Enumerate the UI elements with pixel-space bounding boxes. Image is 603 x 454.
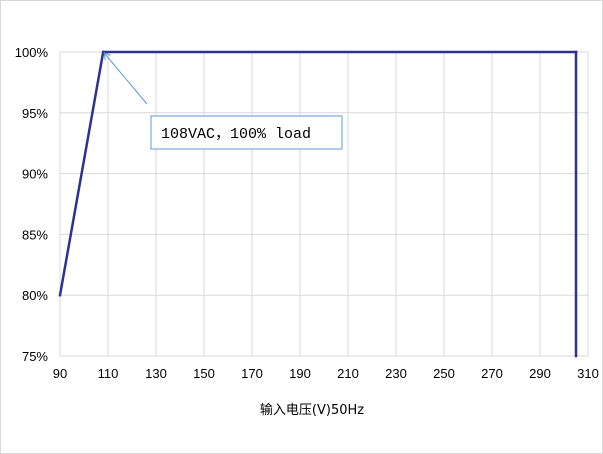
callout-text: 108VAC，100% load bbox=[161, 126, 311, 143]
x-tick-label-150: 150 bbox=[193, 366, 215, 381]
y-tick-label-75: 75% bbox=[22, 349, 48, 364]
x-tick-label-110: 110 bbox=[98, 366, 119, 381]
x-tick-label-170: 170 bbox=[241, 366, 263, 381]
y-tick-label-95: 95% bbox=[22, 106, 48, 121]
callout-arrowhead bbox=[103, 52, 111, 60]
y-tick-label-85: 85% bbox=[22, 227, 48, 242]
series-group bbox=[58, 50, 578, 358]
grid-lines bbox=[59, 51, 589, 357]
x-tick-label-130: 130 bbox=[145, 366, 167, 381]
annotation-group: 108VAC，100% load bbox=[103, 52, 343, 150]
x-tick-label-310: 310 bbox=[577, 366, 599, 381]
callout-box bbox=[150, 115, 343, 150]
x-axis-title: 输入电压(V)50Hz bbox=[260, 402, 364, 418]
x-tick-label-230: 230 bbox=[385, 366, 407, 381]
x-tick-label-90: 90 bbox=[53, 366, 67, 381]
y-tick-label-100: 100% bbox=[15, 45, 49, 60]
x-tick-label-250: 250 bbox=[433, 366, 455, 381]
x-tick-label-210: 210 bbox=[337, 366, 359, 381]
y-tick-labels: 75% 80% 85% 90% 95% 100% bbox=[15, 45, 49, 364]
x-tick-label-290: 290 bbox=[529, 366, 551, 381]
y-tick-label-80: 80% bbox=[22, 288, 48, 303]
callout-arrow bbox=[103, 52, 148, 105]
series-0-segment-0 bbox=[58, 50, 105, 297]
x-tick-labels: 90 110 130 150 170 190 210 230 250 270 290 310 bbox=[53, 366, 599, 381]
x-tick-label-270: 270 bbox=[481, 366, 503, 381]
y-tick-label-90: 90% bbox=[22, 167, 48, 182]
x-tick-label-190: 190 bbox=[289, 366, 311, 381]
